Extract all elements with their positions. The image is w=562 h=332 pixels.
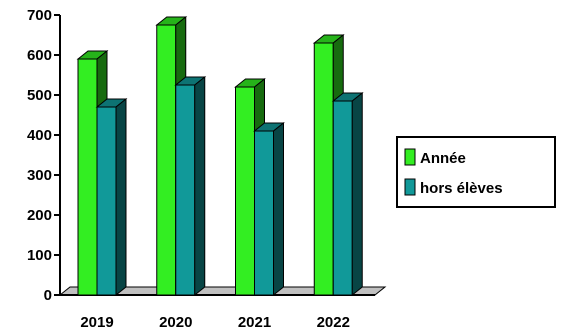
y-tick-label: 500 [27, 87, 52, 104]
bar-side [351, 91, 363, 297]
bar-front [254, 130, 274, 296]
bar [253, 121, 285, 297]
y-tick-label: 600 [27, 47, 52, 64]
y-tick-label: 200 [27, 207, 52, 224]
plot-area: 0 100 200 300 400 500 600 700 2019 2020 2021 2022 [27, 7, 387, 331]
y-tick-label: 100 [27, 247, 52, 264]
legend-box [396, 136, 556, 208]
legend: Année hors élèves [396, 136, 556, 208]
bar-front [332, 100, 353, 296]
bar [174, 75, 207, 297]
legend-swatch [404, 178, 416, 196]
y-tick-label: 700 [27, 7, 52, 24]
bar-front [235, 86, 255, 296]
x-tick-label: 2021 [238, 314, 271, 331]
x-tick-label: 2020 [159, 314, 192, 331]
legend-label: hors élèves [420, 180, 503, 197]
bar-side [273, 121, 284, 297]
x-tick-label: 2019 [80, 314, 113, 331]
bar [95, 97, 128, 297]
bar [331, 91, 364, 297]
bar-front [156, 24, 177, 296]
bar-front [77, 58, 98, 296]
y-tick-label: 0 [44, 287, 52, 304]
legend-swatch [404, 148, 416, 166]
y-tick-label: 300 [27, 167, 52, 184]
bar-front [96, 106, 117, 296]
x-tick-label: 2022 [317, 314, 350, 331]
bar-side [194, 75, 206, 297]
bar-front [313, 42, 334, 296]
bar-front [175, 84, 196, 296]
bar-side [115, 97, 127, 297]
y-tick-label: 400 [27, 127, 52, 144]
legend-label: Année [420, 150, 466, 167]
